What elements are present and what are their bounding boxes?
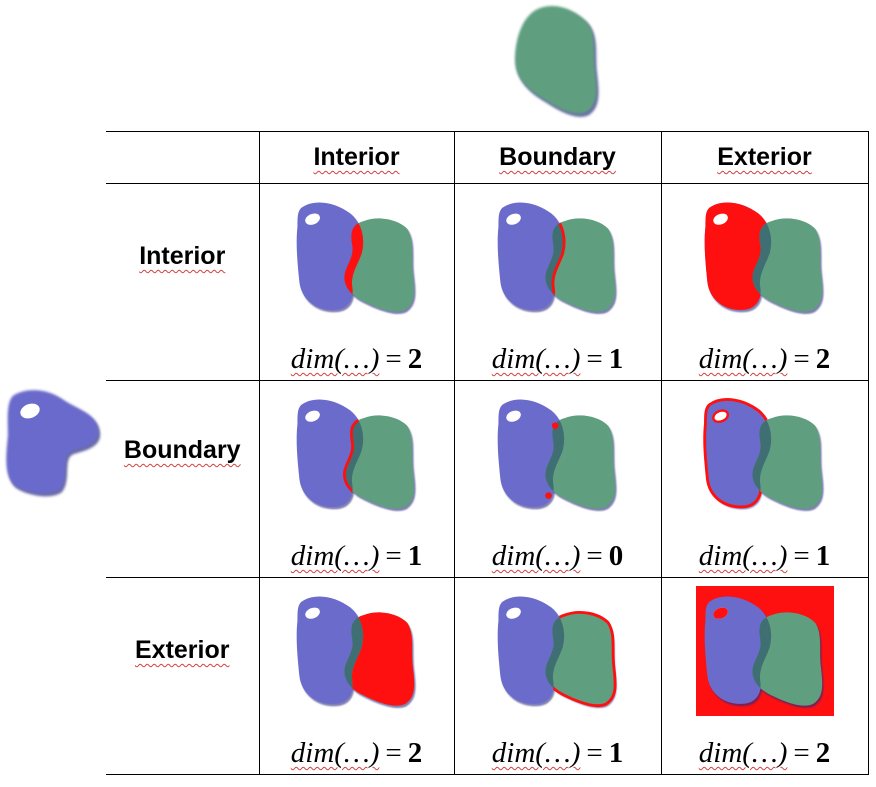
intersection-figure-svg: [497, 202, 617, 315]
row-header-boundary: Boundary: [106, 380, 260, 578]
dimension-value: 2: [407, 343, 423, 375]
matrix-corner-cell: [106, 131, 260, 184]
column-header-boundary: Boundary: [453, 131, 662, 184]
de9im-matrix: Interior Boundary Exterior Interior dim(…: [106, 131, 869, 775]
row-label: Interior: [139, 242, 226, 270]
matrix-cell-boundary-exterior: dim(…) = 1: [660, 380, 869, 578]
dimension-caption: dim(…) = 1: [698, 540, 831, 572]
matrix-cell-boundary-interior: dim(…) = 1: [258, 380, 455, 578]
matrix-cell-interior-interior: dim(…) = 2: [258, 183, 455, 381]
row-header-exterior: Exterior: [106, 577, 260, 775]
matrix-cell-exterior-exterior: dim(…) = 2: [660, 577, 869, 775]
highlight-line: [711, 409, 729, 423]
highlight-point: [544, 492, 552, 499]
matrix-cell-exterior-interior: dim(…) = 2: [258, 577, 455, 775]
dimension-value: 1: [407, 540, 423, 572]
dimension-value: 2: [815, 343, 831, 375]
geometry-a-shape: [6, 390, 101, 497]
intersection-figure: [489, 389, 627, 524]
intersection-figure: [288, 586, 426, 721]
highlight-line: [702, 398, 773, 509]
dimension-caption: dim(…) = 0: [491, 540, 624, 572]
column-header-exterior: Exterior: [660, 131, 869, 184]
highlight-region: [712, 607, 728, 619]
intersection-figure-svg: [296, 399, 416, 512]
highlight-point: [551, 422, 558, 429]
column-label: Exterior: [717, 143, 812, 171]
highlight-region: [343, 612, 414, 706]
intersection-figure-svg: [497, 399, 617, 512]
dimension-value: 0: [608, 540, 624, 572]
intersection-figure-svg: [691, 584, 840, 718]
dimension-caption: dim(…) = 2: [290, 343, 423, 375]
highlight-line: [342, 414, 363, 507]
intersection-figure: [489, 192, 627, 327]
dimension-value: 2: [815, 737, 831, 769]
dimension-caption: dim(…) = 2: [698, 737, 831, 769]
dimension-value: 1: [608, 343, 624, 375]
intersection-figure: [288, 389, 426, 524]
intersection-figure: [696, 389, 834, 524]
dimension-value: 1: [815, 540, 831, 572]
intersection-figure-svg: [702, 398, 824, 512]
intersection-figure-svg: [704, 202, 824, 315]
intersection-figure: [288, 192, 426, 327]
dimension-caption: dim(…) = 1: [290, 540, 423, 572]
dimension-caption: dim(…) = 1: [491, 737, 624, 769]
matrix-cell-interior-exterior: dim(…) = 2: [660, 183, 869, 381]
row-header-interior: Interior: [106, 183, 260, 381]
highlight-line: [543, 611, 617, 708]
intersection-figure: [691, 584, 840, 721]
geometry-b-shape: [515, 5, 599, 117]
dimension-caption: dim(…) = 2: [290, 737, 423, 769]
column-header-interior: Interior: [258, 131, 455, 184]
intersection-figure-svg: [296, 202, 416, 315]
row-label: Boundary: [123, 436, 241, 464]
dimension-value: 1: [608, 737, 624, 769]
intersection-figure: [696, 192, 834, 327]
dimension-caption: dim(…) = 2: [698, 343, 831, 375]
column-label: Interior: [313, 143, 400, 171]
matrix-cell-interior-boundary: dim(…) = 1: [453, 183, 662, 381]
row-label: Exterior: [135, 636, 230, 664]
intersection-figure: [489, 586, 627, 721]
dimension-value: 2: [407, 737, 423, 769]
column-label: Boundary: [499, 143, 616, 171]
matrix-cell-boundary-boundary: dim(…) = 0: [453, 380, 662, 578]
dimension-caption: dim(…) = 1: [491, 343, 624, 375]
intersection-figure-svg: [497, 596, 617, 709]
highlight-region: [704, 202, 771, 310]
matrix-cell-exterior-boundary: dim(…) = 1: [453, 577, 662, 775]
intersection-figure-svg: [296, 596, 416, 709]
